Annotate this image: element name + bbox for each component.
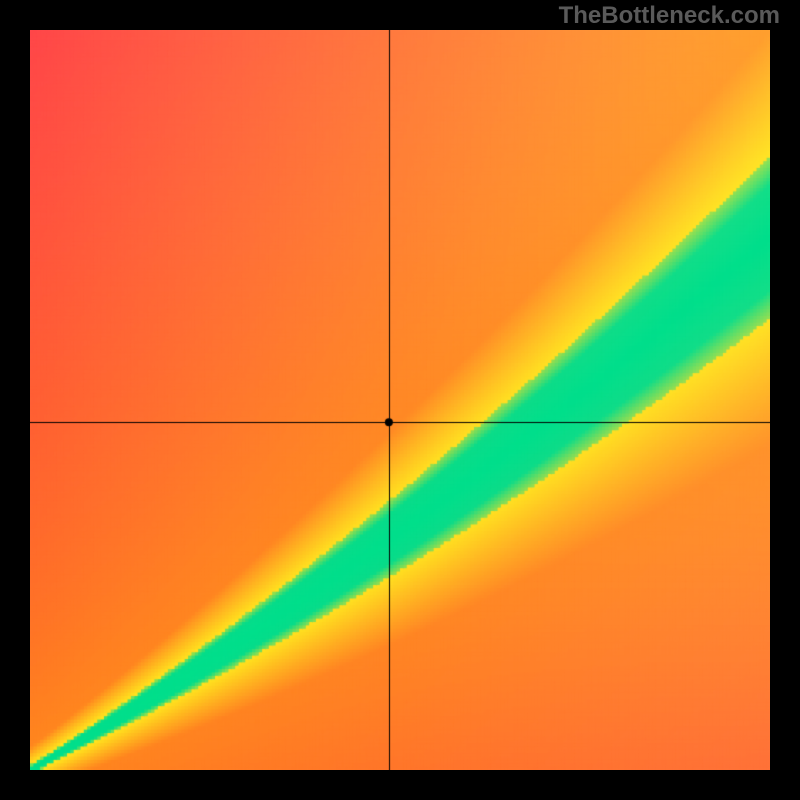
chart-container: TheBottleneck.com <box>0 0 800 800</box>
watermark-text: TheBottleneck.com <box>559 2 780 30</box>
heatmap-canvas <box>30 30 770 770</box>
